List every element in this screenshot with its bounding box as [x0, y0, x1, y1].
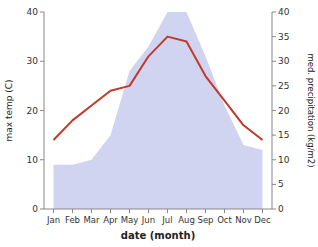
x-tick-label: Nov	[235, 215, 252, 225]
y-tick	[40, 61, 44, 62]
x-tick-label: Apr	[103, 215, 118, 225]
y2-tick	[272, 135, 276, 136]
y-tick	[40, 209, 44, 210]
y-tick	[40, 110, 44, 111]
y2-tick-label: 0	[278, 204, 284, 214]
y-tick-label: 20	[27, 106, 39, 116]
x-tick	[262, 209, 263, 213]
x-axis-label: date (month)	[121, 230, 195, 241]
y2-tick-label: 35	[278, 32, 289, 42]
y2-tick-label: 40	[278, 7, 290, 17]
x-tick-label: Jul	[161, 215, 172, 225]
x-tick-label: Feb	[65, 215, 80, 225]
y2-tick-label: 10	[278, 155, 290, 165]
y-tick	[40, 12, 44, 13]
y2-tick	[272, 110, 276, 111]
y-tick-label: 30	[27, 56, 39, 66]
y2-tick	[272, 36, 276, 37]
y2-tick	[272, 85, 276, 86]
x-tick	[72, 209, 73, 213]
x-tick-label: Jun	[141, 215, 155, 225]
x-tick	[110, 209, 111, 213]
y2-tick-label: 30	[278, 56, 290, 66]
x-tick	[167, 209, 168, 213]
x-tick	[53, 209, 54, 213]
x-tick	[91, 209, 92, 213]
x-tick-label: Jan	[46, 215, 60, 225]
y2-tick-label: 15	[278, 130, 289, 140]
chart: Jan FebMarAprMayJun Jul AugSep OctNovDec 0 10 2…	[0, 0, 318, 247]
x-tick-label: May	[121, 215, 139, 225]
precipitation-area	[54, 12, 263, 209]
y2-tick	[272, 159, 276, 160]
x-tick	[186, 209, 187, 213]
y-tick-label: 0	[32, 204, 38, 214]
y-tick-label: 10	[27, 155, 39, 165]
x-tick	[243, 209, 244, 213]
y2-tick-label: 25	[278, 81, 289, 91]
y2-tick-label: 5	[278, 179, 284, 189]
y2-tick-label: 20	[278, 106, 290, 116]
plot-area	[54, 12, 263, 209]
temperature-line	[54, 37, 263, 140]
x-tick-label: Sep	[197, 215, 213, 225]
x-tick-label: Aug	[178, 215, 195, 225]
x-tick-label: Dec	[254, 215, 271, 225]
y2-axis-label: med. precipitation (kg/m2)	[306, 53, 316, 167]
x-tick-label: Mar	[83, 215, 100, 225]
x-tick-label: Oct	[217, 215, 232, 225]
x-tick	[148, 209, 149, 213]
y2-tick	[272, 184, 276, 185]
y2-tick	[272, 61, 276, 62]
y-axis-label: max temp (C)	[4, 79, 14, 141]
y2-tick	[272, 12, 276, 13]
x-tick	[205, 209, 206, 213]
x-tick	[129, 209, 130, 213]
x-axis-line	[44, 209, 272, 210]
x-tick	[224, 209, 225, 213]
y-tick	[40, 159, 44, 160]
y-tick-label: 40	[27, 7, 39, 17]
y2-tick	[272, 209, 276, 210]
